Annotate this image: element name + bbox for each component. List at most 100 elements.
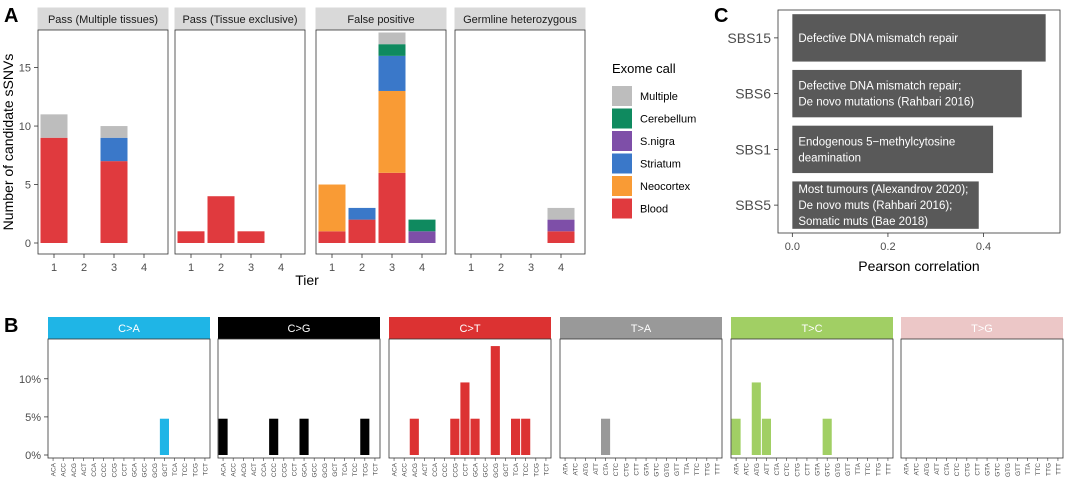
bar-segment xyxy=(378,90,406,173)
bar xyxy=(822,418,832,455)
bar-segment xyxy=(40,114,68,138)
bar-annotation: Defective DNA mismatch repair; xyxy=(798,81,961,93)
facet-panel xyxy=(47,338,211,459)
x-tick-label: TCG xyxy=(192,463,199,477)
bar-segment xyxy=(177,231,205,243)
x-tick-label: 1 xyxy=(51,262,57,274)
x-tick-label: TCC xyxy=(352,463,359,477)
x-tick-label: GTT xyxy=(674,463,681,476)
x-tick-label: ACG xyxy=(241,463,248,477)
bar-segment xyxy=(547,207,575,220)
x-tick-label: TCA xyxy=(172,462,179,476)
y-tick-label: 15 xyxy=(19,63,31,75)
x-tick-label: 1 xyxy=(188,262,194,274)
bar xyxy=(792,125,994,174)
x-tick-label: ACA xyxy=(221,462,228,476)
bar-group: Endogenous 5−methylcytosine deamination xyxy=(792,125,994,174)
bar xyxy=(159,418,169,455)
x-tick-label: ACT xyxy=(251,463,258,476)
bar xyxy=(470,418,480,455)
x-tick-label: CCA xyxy=(261,462,268,476)
x-tick-label: 2 xyxy=(81,262,87,274)
x-tick-label: GCT xyxy=(162,463,169,477)
bar-segment xyxy=(408,219,436,232)
legend-swatch xyxy=(612,86,632,106)
facet-a-1: Pass (Tissue exclusive) 1 2 3 4 xyxy=(174,7,306,274)
legend-label: Blood xyxy=(640,204,668,216)
bar-segment xyxy=(237,231,265,243)
panel-label-c: C xyxy=(714,5,728,27)
x-tick-label: CCT xyxy=(291,463,298,476)
x-tick-label: ACC xyxy=(402,463,409,477)
bar xyxy=(490,346,500,455)
x-tick-label: 0.0 xyxy=(785,241,800,253)
x-tick-label: GTT xyxy=(845,463,852,476)
facet-strip-label: Pass (Multiple tissues) xyxy=(48,14,158,26)
x-tick-label: TTG xyxy=(704,463,711,476)
x-tick-label: GTA xyxy=(815,462,822,476)
bar xyxy=(792,14,1046,62)
y-tick-label: 5 xyxy=(25,180,31,192)
bar-annotation: Defective DNA mismatch repair xyxy=(798,33,958,45)
bar-segment xyxy=(318,231,346,243)
facet-strip xyxy=(48,317,210,339)
facet-strip-label: C>T xyxy=(459,323,480,335)
bar-annotation: Somatic muts (Bae 2018) xyxy=(798,216,928,228)
bar xyxy=(751,382,761,455)
bar xyxy=(299,418,309,455)
x-tick-label: ACT xyxy=(81,463,88,476)
x-tick-label: ATC xyxy=(744,463,751,476)
x-tick-label: TTG xyxy=(1045,463,1052,476)
x-tick-label: 0.4 xyxy=(976,241,991,253)
x-tick-label: 4 xyxy=(419,262,425,274)
x-axis-title: Tier xyxy=(295,272,319,288)
x-tick-label: 0.2 xyxy=(880,241,895,253)
bar-segment xyxy=(348,219,376,243)
y-axis-title: Number of candidate sSNVs xyxy=(0,54,16,231)
facet-strip-label: T>A xyxy=(631,323,652,335)
x-tick-label: CTC xyxy=(784,463,791,477)
x-tick-label: TCG xyxy=(362,463,369,477)
x-tick-label: CTT xyxy=(974,463,981,476)
legend-swatch xyxy=(612,198,632,219)
x-tick-label: TTT xyxy=(714,463,721,475)
x-tick-label: 3 xyxy=(528,262,534,274)
x-tick-label: GTT xyxy=(1015,463,1022,476)
x-tick-label: TCA xyxy=(342,462,349,476)
bar-segment xyxy=(40,137,68,243)
x-tick-label: CTA xyxy=(603,462,610,475)
facet-strip-label: C>G xyxy=(288,323,311,335)
x-tick-label: ATC xyxy=(573,463,580,476)
x-tick-label: CTC xyxy=(954,463,961,477)
facet-panel xyxy=(559,338,723,459)
x-tick-label: CTC xyxy=(613,463,620,477)
x-tick-label: CCG xyxy=(111,463,118,477)
x-tick-label: ATG xyxy=(754,463,761,476)
x-tick-label: CCG xyxy=(281,463,288,477)
legend-label: Cerebellum xyxy=(640,114,696,126)
x-tick-label: TTG xyxy=(875,463,882,476)
legend-label: Neocortex xyxy=(640,181,691,193)
x-tick-label: 3 xyxy=(248,262,254,274)
legend-item: Cerebellum xyxy=(612,108,696,129)
bar-segment xyxy=(378,44,406,56)
bar-annotation: deamination xyxy=(798,152,861,164)
y-tick-label: 0% xyxy=(25,450,41,462)
x-tick-label: GCT xyxy=(503,463,510,477)
x-tick-label: CTT xyxy=(633,463,640,476)
x-tick-label: GTC xyxy=(654,463,661,477)
bar-annotation: Endogenous 5−methylcytosine xyxy=(798,136,955,148)
facet-strip-label: Germline heterozygous xyxy=(463,14,577,26)
bar-annotation: Most tumours (Alexandrov 2020); xyxy=(798,184,968,196)
bar xyxy=(511,418,521,455)
bar-segment xyxy=(408,231,436,243)
y-tick-label: 5% xyxy=(25,412,41,424)
x-tick-label: 4 xyxy=(141,262,147,274)
facet-strip-label: C>A xyxy=(118,323,140,335)
bar xyxy=(521,418,531,455)
x-tick-label: ACC xyxy=(61,463,68,477)
x-tick-label: TCT xyxy=(372,463,379,476)
